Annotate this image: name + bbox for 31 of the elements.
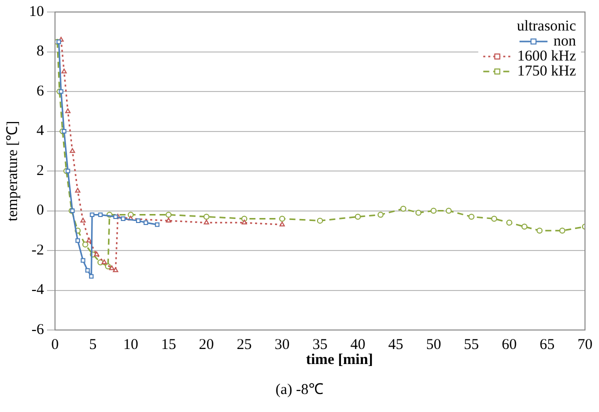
y-tick-label: 2 xyxy=(36,162,44,179)
y-tick-label: -2 xyxy=(32,242,44,258)
y-tick-label: 0 xyxy=(36,202,44,219)
x-tick-label: 10 xyxy=(123,336,138,353)
y-axis-title: temperature [℃] xyxy=(4,120,21,222)
x-tick-label: 0 xyxy=(51,336,59,353)
x-tick-label: 50 xyxy=(426,336,442,353)
y-tick-label: 10 xyxy=(29,4,44,20)
legend-title: ultrasonic xyxy=(516,18,576,34)
x-tick-label: 70 xyxy=(578,336,592,353)
x-tick-label: 35 xyxy=(312,336,328,353)
x-tick-label: 25 xyxy=(236,336,252,353)
x-tick-label: 65 xyxy=(540,336,555,353)
y-tick-label: 6 xyxy=(36,83,44,100)
text: (a) -8℃ xyxy=(274,381,324,399)
x-tick-label: 40 xyxy=(350,336,366,353)
x-tick-label: 55 xyxy=(464,336,479,353)
x-tick-label: 60 xyxy=(502,336,517,353)
y-tick-label: 8 xyxy=(36,44,44,60)
y-tick-label: -4 xyxy=(32,282,44,298)
legend-label: 1750 kHz xyxy=(517,63,576,80)
x-tick-label: 20 xyxy=(198,336,214,353)
legend-label: non xyxy=(554,33,576,50)
x-tick-label: 30 xyxy=(274,336,290,353)
x-tick-label: 15 xyxy=(161,336,176,353)
legend-label: 1600 kHz xyxy=(517,48,576,64)
y-tick-label: -6 xyxy=(32,322,44,338)
x-tick-label: 45 xyxy=(388,336,404,353)
x-axis-title: time [min] xyxy=(304,352,374,369)
x-tick-label: 5 xyxy=(89,336,97,353)
y-tick-label: 4 xyxy=(36,123,44,140)
